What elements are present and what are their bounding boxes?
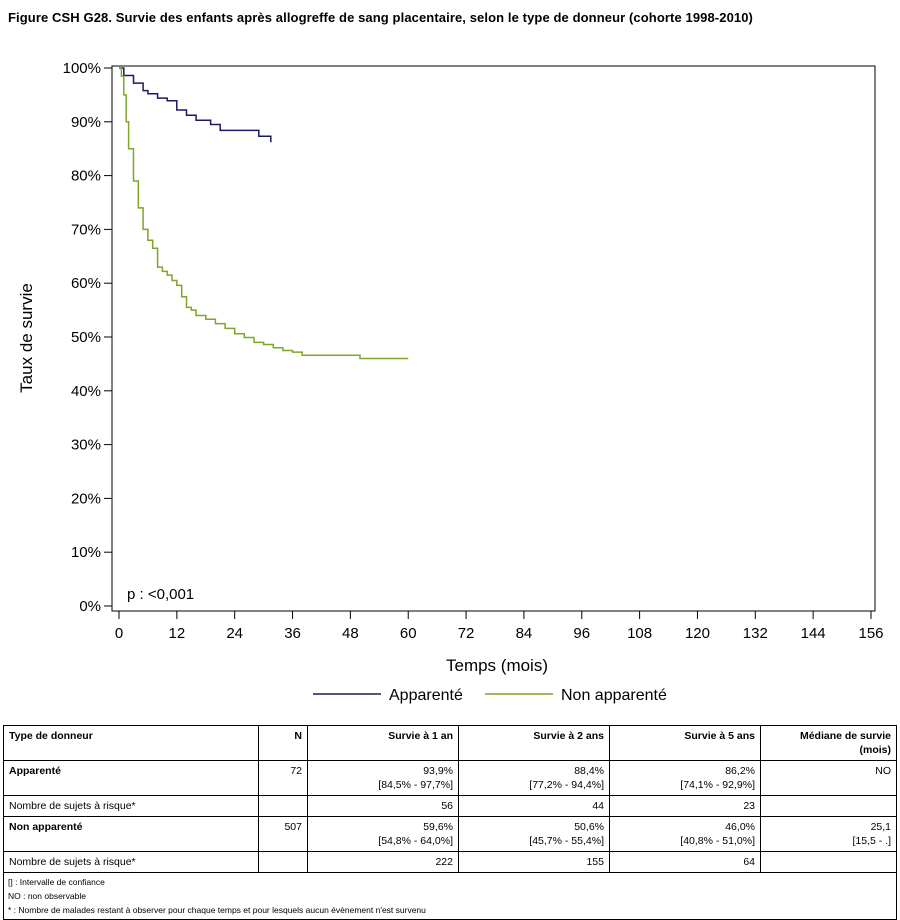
ci: [77,2% - 94,4%]	[529, 779, 604, 791]
survival-chart: 0% 10% 20% 30% 40% 50% 60% 70% 80% 90% 100% 0 12 24 3…	[17, 60, 884, 704]
table-notes: [] : Intervalle de confiance NO : non ob…	[3, 872, 897, 920]
cell-at-risk-5ans: 23	[609, 795, 761, 817]
y-axis: 0% 10% 20% 30% 40% 50% 60% 70% 80% 90% 100%	[63, 60, 112, 615]
legend-label-apparente: Apparenté	[389, 687, 463, 704]
table-row: Nombre de sujets à risque* 56 44 23	[3, 795, 897, 817]
cell-at-risk-2ans: 44	[458, 795, 610, 817]
header-survie-5ans: Survie à 5 ans	[609, 725, 761, 761]
header-mediane: Médiane de survie (mois)	[760, 725, 897, 761]
note-ic: [] : Intervalle de confiance	[8, 877, 105, 887]
table-notes-row: [] : Intervalle de confiance NO : non ob…	[3, 872, 897, 920]
value: 25,1	[870, 821, 891, 833]
x-tick-label: 84	[516, 625, 533, 642]
y-tick-label: 10%	[71, 544, 101, 561]
ci: [54,8% - 64,0%]	[378, 835, 453, 847]
figure-title: Figure CSH G28. Survie des enfants après…	[8, 10, 753, 25]
y-tick-label: 100%	[63, 60, 101, 77]
value: 50,6%	[574, 821, 604, 833]
cell-survie-5ans: 46,0% [40,8% - 51,0%]	[609, 816, 761, 852]
x-tick-label: 120	[685, 625, 710, 642]
y-tick-label: 20%	[71, 490, 101, 507]
legend: Apparenté Non apparenté	[313, 687, 667, 704]
ci: [84,5% - 97,7%]	[378, 779, 453, 791]
value: NO	[875, 765, 891, 777]
row-label: Nombre de sujets à risque*	[3, 795, 259, 817]
x-tick-label: 144	[801, 625, 826, 642]
value: 46,0%	[725, 821, 755, 833]
x-tick-label: 60	[400, 625, 417, 642]
x-tick-label: 96	[573, 625, 590, 642]
y-tick-label: 90%	[71, 114, 101, 131]
y-tick-label: 40%	[71, 383, 101, 400]
ci: [15,5 - .]	[852, 835, 891, 847]
series-layer	[119, 67, 409, 360]
value: 86,2%	[725, 765, 755, 777]
x-tick-label: 36	[284, 625, 301, 642]
p-value-annotation: p : <0,001	[127, 586, 194, 603]
table-row: Non apparenté 507 59,6% [54,8% - 64,0%] 5…	[3, 816, 897, 852]
y-tick-label: 70%	[71, 221, 101, 238]
results-table: Type de donneur N Survie à 1 an Survie à…	[3, 725, 897, 920]
header-n: N	[258, 725, 308, 761]
cell-survie-1an: 93,9% [84,5% - 97,7%]	[307, 760, 459, 796]
y-tick-label: 60%	[71, 275, 101, 292]
header-type-donneur: Type de donneur	[3, 725, 259, 761]
series-line-non-apparente	[119, 67, 409, 360]
x-tick-label: 12	[169, 625, 186, 642]
ci: [74,1% - 92,9%]	[680, 779, 755, 791]
plot-frame	[111, 65, 876, 612]
x-tick-label: 132	[743, 625, 768, 642]
y-tick-label: 0%	[79, 598, 101, 615]
row-label: Apparenté	[3, 760, 259, 796]
x-axis-label: Temps (mois)	[446, 656, 548, 675]
cell-at-risk-1an: 222	[307, 851, 459, 873]
cell-at-risk-2ans: 155	[458, 851, 610, 873]
table-row: Apparenté 72 93,9% [84,5% - 97,7%] 88,4% […	[3, 760, 897, 796]
cell-n	[258, 851, 308, 873]
x-tick-label: 156	[858, 625, 883, 642]
y-tick-label: 80%	[71, 168, 101, 185]
header-survie-1an: Survie à 1 an	[307, 725, 459, 761]
cell-survie-5ans: 86,2% [74,1% - 92,9%]	[609, 760, 761, 796]
legend-label-non-apparente: Non apparenté	[561, 687, 667, 704]
cell-survie-1an: 59,6% [54,8% - 64,0%]	[307, 816, 459, 852]
cell-mediane	[760, 795, 897, 817]
cell-mediane	[760, 851, 897, 873]
note-at-risk: * : Nombre de malades restant à observer…	[8, 905, 426, 915]
x-tick-label: 72	[458, 625, 475, 642]
x-tick-label: 24	[226, 625, 243, 642]
table-row: Nombre de sujets à risque* 222 155 64	[3, 851, 897, 873]
cell-survie-2ans: 50,6% [45,7% - 55,4%]	[458, 816, 610, 852]
row-label: Nombre de sujets à risque*	[3, 851, 259, 873]
cell-n: 507	[258, 816, 308, 852]
row-label: Non apparenté	[3, 816, 259, 852]
header-survie-2ans: Survie à 2 ans	[458, 725, 610, 761]
value: 88,4%	[574, 765, 604, 777]
ci: [45,7% - 55,4%]	[529, 835, 604, 847]
y-axis-label: Taux de survie	[17, 283, 36, 393]
cell-at-risk-1an: 56	[307, 795, 459, 817]
y-tick-label: 50%	[71, 329, 101, 346]
series-line-apparente	[119, 67, 272, 143]
cell-survie-2ans: 88,4% [77,2% - 94,4%]	[458, 760, 610, 796]
cell-n: 72	[258, 760, 308, 796]
ci: [40,8% - 51,0%]	[680, 835, 755, 847]
note-no: NO : non observable	[8, 891, 86, 901]
value: 59,6%	[423, 821, 453, 833]
cell-mediane: NO	[760, 760, 897, 796]
y-tick-label: 30%	[71, 437, 101, 454]
x-tick-label: 0	[115, 625, 123, 642]
x-tick-label: 48	[342, 625, 359, 642]
cell-n	[258, 795, 308, 817]
table-header-row: Type de donneur N Survie à 1 an Survie à…	[3, 725, 897, 761]
cell-at-risk-5ans: 64	[609, 851, 761, 873]
value: 93,9%	[423, 765, 453, 777]
cell-mediane: 25,1 [15,5 - .]	[760, 816, 897, 852]
x-tick-label: 108	[627, 625, 652, 642]
x-axis: 0 12 24 36 48 60 72 84 96 108 120 132 144 156	[115, 611, 884, 642]
